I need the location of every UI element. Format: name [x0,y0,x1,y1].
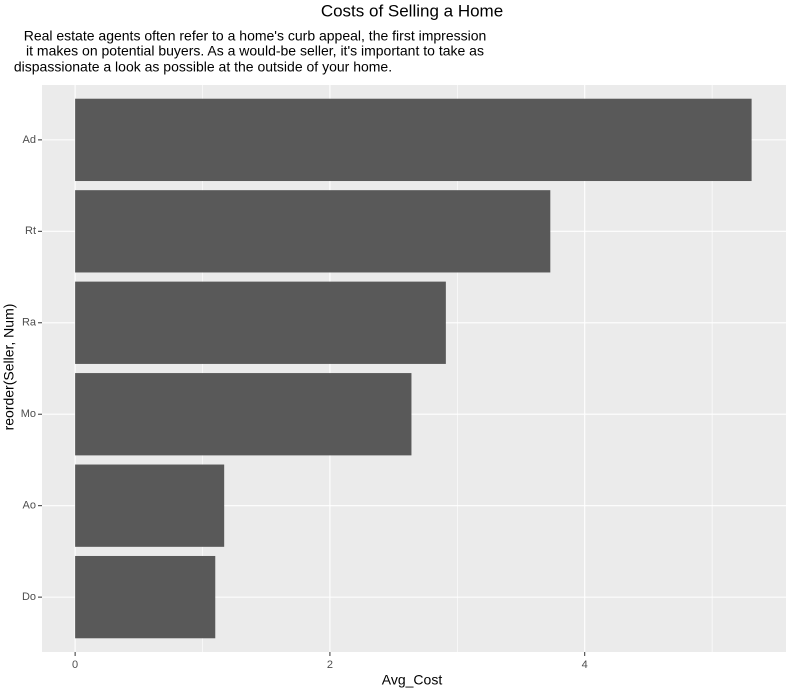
bar [75,555,216,639]
bar [75,464,225,547]
chart-subtitle: Real estate agents often refer to a home… [24,28,487,44]
chart-subtitle: it makes on potential buyers. As a would… [26,43,484,59]
x-axis-title: Avg_Cost [382,672,443,688]
x-tick-label: 4 [582,659,588,671]
bar [75,373,412,456]
x-tick-label: 0 [72,659,78,671]
y-tick-label: Ra [22,317,37,329]
x-tick-label: 2 [327,659,333,671]
y-tick-label: Ad [23,134,36,146]
y-tick-label: Ao [23,500,36,512]
y-axis-title: reorder(Seller, Num) [1,304,17,431]
y-tick-label: Rt [25,225,36,237]
bar [75,281,446,364]
chart-title: Costs of Selling a Home [321,1,503,20]
bar [75,98,752,182]
y-tick-label: Mo [21,408,36,420]
y-tick-label: Do [22,591,36,603]
bar [75,190,551,273]
chart-subtitle: dispassionate a look as possible at the … [14,59,392,75]
